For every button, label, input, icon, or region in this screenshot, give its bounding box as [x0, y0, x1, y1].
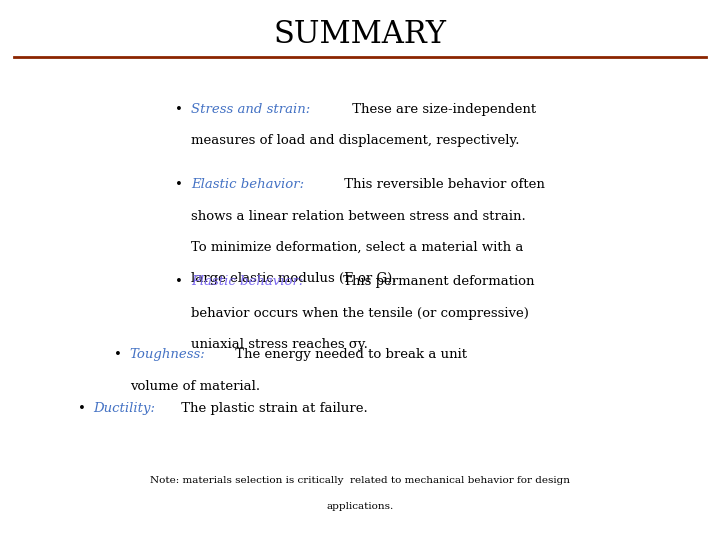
- Text: Elastic behavior:: Elastic behavior:: [191, 178, 304, 191]
- Text: uniaxial stress reaches σy.: uniaxial stress reaches σy.: [191, 338, 368, 351]
- Text: Note: materials selection is critically  related to mechanical behavior for desi: Note: materials selection is critically …: [150, 476, 570, 485]
- Text: volume of material.: volume of material.: [130, 380, 260, 393]
- Text: measures of load and displacement, respectively.: measures of load and displacement, respe…: [191, 134, 519, 147]
- Text: These are size-independent: These are size-independent: [348, 103, 536, 116]
- Text: large elastic modulus (E or G).: large elastic modulus (E or G).: [191, 272, 396, 285]
- Text: SUMMARY: SUMMARY: [274, 19, 446, 50]
- Text: Ductility:: Ductility:: [94, 402, 156, 415]
- Text: •: •: [114, 348, 122, 361]
- Text: Stress and strain:: Stress and strain:: [191, 103, 310, 116]
- Text: applications.: applications.: [326, 502, 394, 511]
- Text: Plastic behavior:: Plastic behavior:: [191, 275, 303, 288]
- Text: •: •: [175, 275, 183, 288]
- Text: •: •: [175, 178, 183, 191]
- Text: The energy needed to break a unit: The energy needed to break a unit: [231, 348, 467, 361]
- Text: •: •: [175, 103, 183, 116]
- Text: •: •: [78, 402, 86, 415]
- Text: This permanent deformation: This permanent deformation: [339, 275, 535, 288]
- Text: shows a linear relation between stress and strain.: shows a linear relation between stress a…: [191, 210, 526, 222]
- Text: To minimize deformation, select a material with a: To minimize deformation, select a materi…: [191, 241, 523, 254]
- Text: Toughness:: Toughness:: [130, 348, 205, 361]
- Text: The plastic strain at failure.: The plastic strain at failure.: [177, 402, 368, 415]
- Text: behavior occurs when the tensile (or compressive): behavior occurs when the tensile (or com…: [191, 307, 528, 320]
- Text: This reversible behavior often: This reversible behavior often: [341, 178, 545, 191]
